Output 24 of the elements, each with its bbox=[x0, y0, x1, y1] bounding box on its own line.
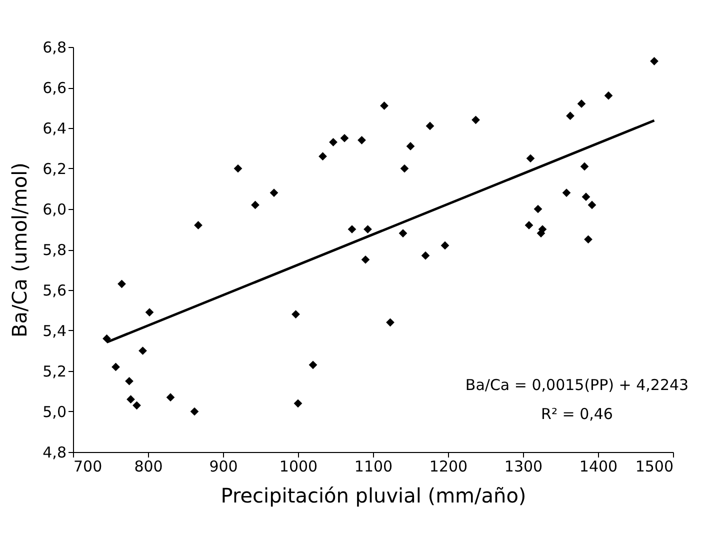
x-tick-label: 1000 bbox=[279, 458, 318, 476]
y-tick-label: 5,2 bbox=[42, 362, 66, 380]
x-tick-label: 700 bbox=[74, 458, 102, 476]
y-tick-label: 5,4 bbox=[42, 322, 66, 340]
y-tick-label: 4,8 bbox=[42, 444, 66, 462]
y-tick-label: 5,8 bbox=[42, 241, 66, 259]
annotation: Ba/Ca = 0,0015(PP) + 4,2243 bbox=[465, 376, 689, 394]
x-tick-label: 1300 bbox=[504, 458, 543, 476]
y-tick-label: 6,8 bbox=[42, 38, 66, 56]
x-axis-title: Precipitación pluvial (mm/año) bbox=[220, 484, 526, 508]
x-tick-label: 900 bbox=[209, 458, 238, 476]
x-tick-label: 1100 bbox=[354, 458, 393, 476]
y-tick-label: 6,6 bbox=[42, 79, 66, 97]
annotation: R² = 0,46 bbox=[541, 405, 613, 424]
x-tick-label: 1500 bbox=[635, 458, 674, 476]
x-tick-label: 1400 bbox=[579, 458, 618, 476]
y-tick-label: 5,6 bbox=[42, 282, 66, 300]
y-axis-title: Ba/Ca (umol/mol) bbox=[8, 162, 32, 338]
y-tick-label: 6,2 bbox=[42, 160, 66, 178]
x-tick-label: 1200 bbox=[429, 458, 468, 476]
y-tick-label: 5,0 bbox=[42, 403, 66, 421]
x-tick-label: 800 bbox=[134, 458, 163, 476]
y-tick-label: 6,4 bbox=[42, 120, 66, 138]
y-tick-label: 6,0 bbox=[42, 200, 66, 218]
